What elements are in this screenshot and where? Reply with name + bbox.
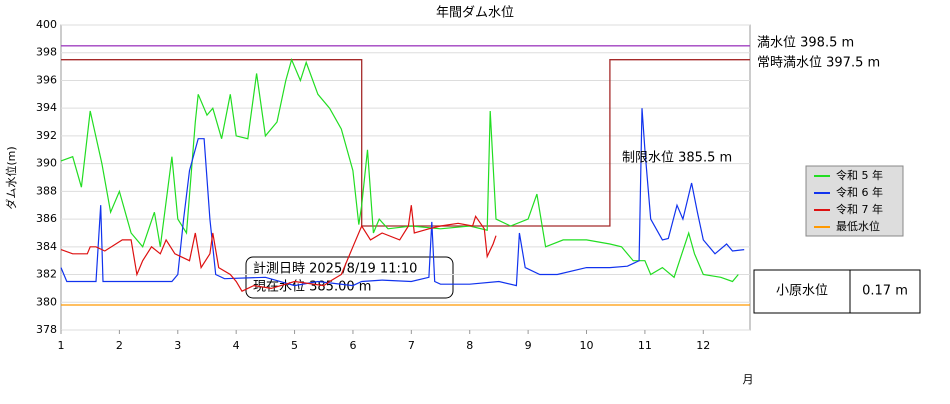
x-tick-label: 10 xyxy=(580,339,594,352)
series-line xyxy=(60,57,739,283)
series-line xyxy=(60,108,745,287)
reference-label: 常時満水位 397.5 m xyxy=(757,56,880,71)
y-tick-label: 386 xyxy=(36,212,57,225)
y-tick-label: 400 xyxy=(36,18,57,31)
x-tick-label: 7 xyxy=(408,339,415,352)
x-tick-label: 5 xyxy=(291,339,298,352)
station-value: 0.17 m xyxy=(862,284,908,299)
legend xyxy=(805,165,904,237)
chart-title: 年間ダム水位 xyxy=(436,6,514,21)
y-tick-label: 378 xyxy=(36,323,57,336)
x-tick-label: 9 xyxy=(525,339,532,352)
y-tick-label: 390 xyxy=(36,157,57,170)
x-tick-label: 3 xyxy=(174,339,181,352)
y-tick-label: 388 xyxy=(36,184,57,197)
legend-label: 令和 7 年 xyxy=(836,202,883,216)
legend-label: 令和 6 年 xyxy=(836,185,883,199)
x-tick-label: 6 xyxy=(349,339,356,352)
x-axis-label: 月 xyxy=(743,373,754,386)
series-line xyxy=(60,205,497,292)
reference-label: 制限水位 385.5 m xyxy=(622,151,732,166)
station-table xyxy=(753,269,921,314)
legend-label: 令和 5 年 xyxy=(836,168,883,182)
y-tick-label: 382 xyxy=(36,268,57,281)
x-tick-label: 4 xyxy=(233,339,240,352)
info-line: 計測日時 2025/8/19 11:10 xyxy=(253,261,417,277)
x-tick-label: 2 xyxy=(116,339,123,352)
y-tick-label: 392 xyxy=(36,129,57,142)
y-tick-label: 384 xyxy=(36,240,57,253)
x-tick-label: 1 xyxy=(58,339,65,352)
y-tick-label: 396 xyxy=(36,73,57,86)
x-tick-label: 11 xyxy=(638,339,652,352)
x-tick-label: 12 xyxy=(696,339,710,352)
info-line: 現在水位 385.00 m xyxy=(253,280,371,295)
reference-line xyxy=(61,59,750,227)
y-tick-label: 398 xyxy=(36,46,57,59)
y-tick-label: 394 xyxy=(36,101,57,114)
y-axis-label: ダム水位(m) xyxy=(4,146,18,209)
y-tick-label: 380 xyxy=(36,295,57,308)
reference-label: 満水位 398.5 m xyxy=(757,36,854,51)
legend-label: 最低水位 xyxy=(836,219,880,233)
station-name: 小原水位 xyxy=(776,284,828,299)
x-tick-label: 8 xyxy=(466,339,473,352)
